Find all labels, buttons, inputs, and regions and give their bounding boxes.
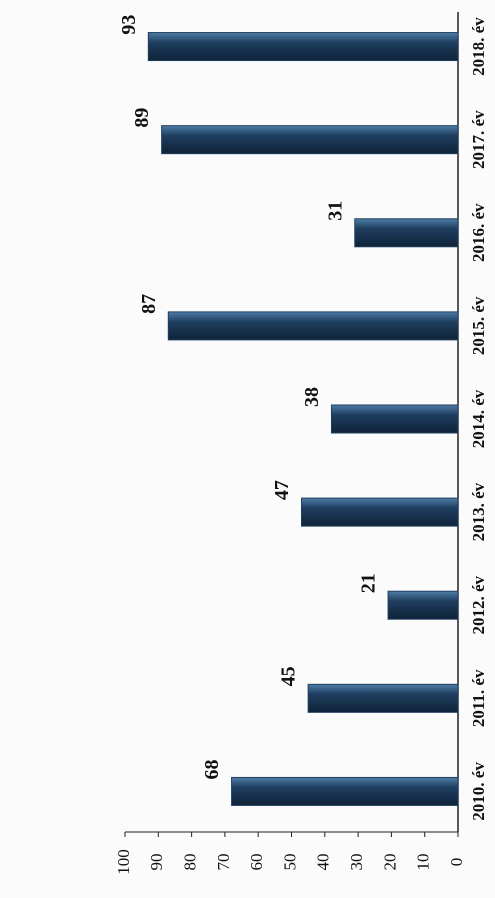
x-tick-label: 2011. év [469,669,488,727]
x-tick-label: 2012. év [469,575,488,634]
y-tick-label: 90 [147,854,166,871]
value-label: 68 [201,759,223,779]
value-label: 89 [131,108,153,128]
y-tick-label: 60 [247,854,266,871]
bar [330,404,459,434]
value-label: 87 [138,294,160,314]
y-tick-label: 20 [380,854,399,871]
y-tick-label: 80 [181,854,200,871]
x-tick-label: 2017. év [469,110,488,169]
bar [354,218,459,248]
value-label: 31 [324,201,346,221]
value-label: 47 [271,480,293,500]
bar [231,776,459,806]
value-label: 38 [301,387,323,407]
y-tick-label: 10 [414,854,433,871]
bar [300,497,459,527]
y-tick-label: 50 [280,854,299,871]
bar [147,32,459,62]
x-tick-label: 2013. év [469,482,488,541]
x-tick-label: 2015. év [469,296,488,355]
bar [167,311,459,341]
x-tick-label: 2016. év [469,203,488,262]
x-tick-label: 2018. év [469,17,488,76]
y-tick-label: 30 [347,854,366,871]
value-label: 45 [278,666,300,686]
bar [161,125,459,155]
value-label: 21 [358,573,380,593]
y-tick-label: 70 [214,854,233,871]
x-tick-label: 2010. év [469,762,488,821]
y-tick-label: 40 [314,854,333,871]
bar [387,590,459,620]
value-label: 93 [118,15,140,35]
y-tick-label: 0 [447,858,466,867]
bar [307,683,459,713]
x-tick-label: 2014. év [469,389,488,448]
y-tick-label: 100 [114,849,133,875]
